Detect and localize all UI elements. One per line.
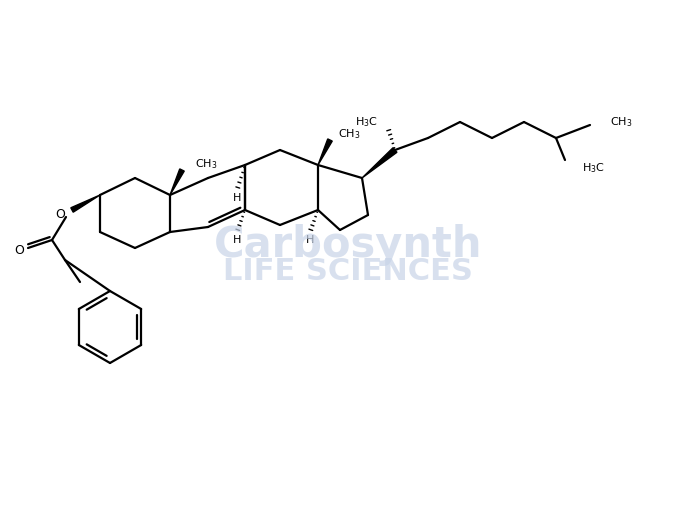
Polygon shape: [362, 148, 397, 178]
Text: CH$_3$: CH$_3$: [610, 115, 633, 129]
Text: CH$_3$: CH$_3$: [195, 157, 217, 171]
Text: O: O: [55, 207, 65, 220]
Text: LIFE SCIENCES: LIFE SCIENCES: [223, 257, 473, 287]
Polygon shape: [71, 195, 100, 212]
Text: H$_3$C: H$_3$C: [355, 115, 378, 129]
Text: H: H: [306, 235, 314, 245]
Polygon shape: [318, 139, 332, 165]
Text: H$_3$C: H$_3$C: [582, 161, 605, 175]
Text: H: H: [233, 193, 242, 203]
Text: O: O: [14, 243, 24, 256]
Polygon shape: [170, 169, 184, 195]
Text: Carbosynth: Carbosynth: [214, 224, 482, 266]
Text: CH$_3$: CH$_3$: [338, 127, 361, 141]
Text: H: H: [233, 235, 242, 245]
